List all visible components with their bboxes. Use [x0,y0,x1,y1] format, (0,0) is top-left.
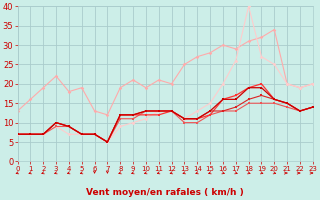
X-axis label: Vent moyen/en rafales ( km/h ): Vent moyen/en rafales ( km/h ) [86,188,244,197]
